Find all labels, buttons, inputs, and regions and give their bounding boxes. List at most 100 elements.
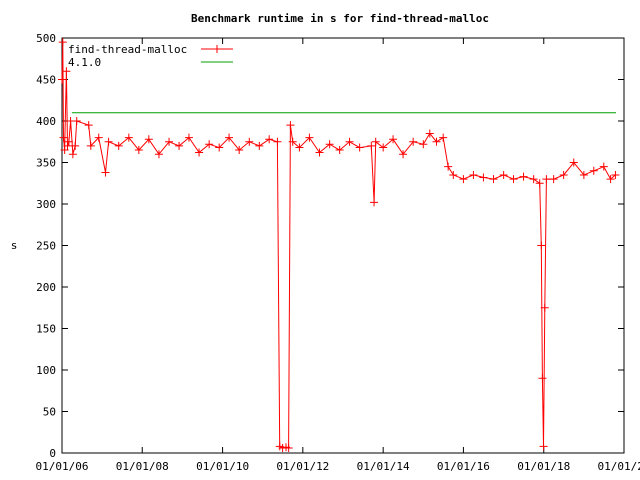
y-tick-label: 450	[36, 74, 56, 87]
data-point-marker	[606, 175, 615, 184]
data-point-marker	[569, 158, 578, 167]
data-point-marker	[165, 137, 174, 146]
data-point-marker	[542, 175, 551, 184]
data-point-marker	[439, 133, 448, 142]
data-point-marker	[419, 140, 428, 149]
chart-title: Benchmark runtime in s for find-thread-m…	[191, 12, 489, 25]
y-tick-label: 400	[36, 115, 56, 128]
data-point-marker	[579, 170, 588, 179]
data-point-marker	[549, 175, 558, 184]
data-point-marker	[134, 146, 143, 155]
data-point-marker	[355, 143, 364, 152]
x-tick-label: 01/01/12	[276, 460, 329, 473]
data-point-marker	[315, 148, 324, 157]
data-point-marker	[101, 168, 110, 177]
data-point-marker	[335, 146, 344, 155]
data-point-marker	[489, 175, 498, 184]
data-point-marker	[425, 129, 434, 138]
data-point-marker	[519, 172, 528, 181]
data-point-marker	[58, 75, 66, 84]
data-point-marker	[295, 143, 304, 152]
legend-marker	[213, 45, 221, 53]
data-point-marker	[599, 162, 608, 171]
axis-ticks: 0 50 100 150 200 250 300 350 400 450 500 01/01/06 01…	[36, 32, 640, 473]
data-point-marker	[540, 303, 549, 312]
y-tick-label: 0	[49, 447, 56, 460]
series-layer	[58, 38, 620, 453]
data-point-marker	[537, 241, 546, 250]
data-point-marker	[245, 137, 254, 146]
data-point-marker	[144, 135, 153, 144]
x-tick-label: 01/01/10	[196, 460, 249, 473]
data-point-marker	[367, 141, 376, 150]
legend-label: find-thread-malloc	[68, 43, 187, 56]
data-point-marker	[68, 150, 77, 159]
data-point-marker	[305, 133, 314, 142]
data-point-marker	[64, 137, 73, 146]
data-point-marker	[509, 175, 518, 184]
data-point-marker	[535, 179, 544, 188]
data-point-marker	[444, 162, 453, 171]
data-point-marker	[60, 146, 69, 155]
data-point-marker	[59, 133, 68, 142]
y-tick-label: 350	[36, 157, 56, 170]
data-point-marker	[62, 67, 71, 76]
y-tick-label: 100	[36, 364, 56, 377]
x-tick-label: 01/01/20	[598, 460, 640, 473]
data-point-marker	[86, 141, 95, 150]
data-point-marker	[84, 121, 93, 130]
series-line-0	[61, 42, 616, 449]
y-tick-label: 150	[36, 323, 56, 336]
data-point-marker	[389, 135, 398, 144]
x-tick-label: 01/01/08	[116, 460, 169, 473]
data-point-marker	[215, 143, 224, 152]
data-point-marker	[379, 143, 388, 152]
data-point-marker	[345, 137, 354, 146]
data-point-marker	[58, 38, 67, 47]
data-point-marker	[284, 444, 293, 453]
data-point-marker	[235, 146, 244, 155]
y-tick-label: 50	[43, 406, 56, 419]
data-point-marker	[72, 117, 81, 125]
y-tick-label: 500	[36, 32, 56, 45]
y-axis-label: s	[11, 239, 18, 252]
data-point-marker	[432, 137, 441, 146]
x-tick-label: 01/01/14	[357, 460, 410, 473]
data-point-marker	[255, 141, 264, 150]
data-point-marker	[409, 137, 418, 146]
data-point-marker	[124, 133, 133, 142]
data-point-marker	[154, 150, 163, 159]
data-point-marker	[273, 137, 282, 146]
data-point-marker	[104, 137, 113, 146]
y-tick-label: 300	[36, 198, 56, 211]
data-point-marker	[288, 137, 297, 146]
data-point-marker	[175, 141, 184, 150]
data-point-marker	[371, 137, 380, 146]
data-point-marker	[449, 170, 458, 179]
legend-label: 4.1.0	[68, 56, 101, 69]
data-point-marker	[184, 133, 193, 142]
data-point-marker	[589, 166, 598, 175]
data-point-marker	[265, 135, 274, 144]
data-point-marker	[205, 140, 214, 149]
x-tick-label: 01/01/16	[437, 460, 490, 473]
data-point-marker	[195, 148, 204, 157]
data-point-marker	[399, 150, 408, 159]
data-point-marker	[539, 442, 548, 451]
x-tick-label: 01/01/18	[517, 460, 570, 473]
data-point-marker	[286, 121, 295, 130]
data-point-marker	[559, 170, 568, 179]
data-point-marker	[499, 170, 508, 179]
data-point-marker	[94, 133, 103, 142]
data-point-marker	[63, 141, 72, 150]
data-point-marker	[529, 175, 538, 184]
data-point-marker	[225, 133, 234, 142]
data-point-marker	[325, 140, 334, 149]
data-point-marker	[469, 170, 478, 179]
data-point-marker	[71, 141, 80, 150]
y-tick-label: 250	[36, 240, 56, 253]
data-point-marker	[611, 170, 620, 179]
data-point-marker	[479, 173, 488, 182]
